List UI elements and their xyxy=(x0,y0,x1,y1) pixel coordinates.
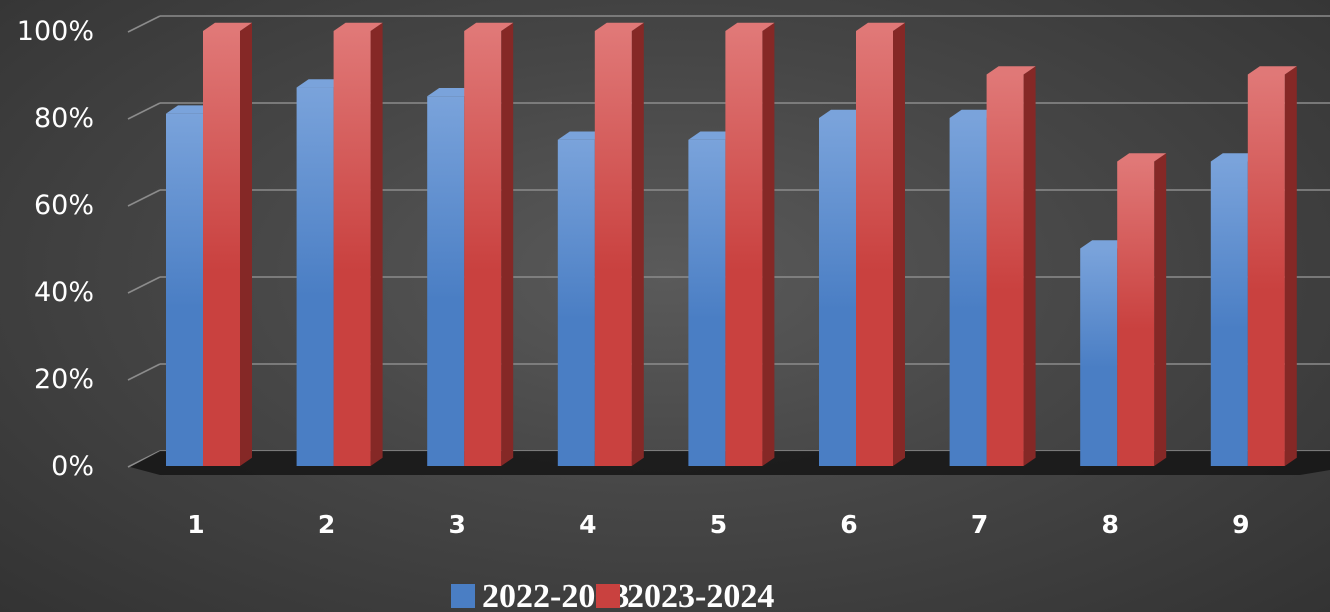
x-tick-label: 9 xyxy=(1232,510,1249,539)
bar-front xyxy=(296,87,334,467)
y-tick-label: 80% xyxy=(34,103,94,134)
bar-front xyxy=(333,31,371,466)
bar-top xyxy=(333,22,383,31)
bar-side xyxy=(501,22,514,466)
y-tick-label: 40% xyxy=(34,277,94,308)
bar-side xyxy=(762,22,775,466)
gridline-depth xyxy=(127,189,161,207)
bar-top xyxy=(166,105,215,114)
bar-side xyxy=(370,22,383,466)
x-tick-label: 2 xyxy=(318,510,335,539)
bar-top xyxy=(1247,66,1297,75)
x-tick-label: 7 xyxy=(971,510,988,539)
x-tick-label: 8 xyxy=(1101,510,1118,539)
bar-top xyxy=(688,131,738,140)
bar-top xyxy=(725,22,775,31)
bar-2023-2024-8 xyxy=(1117,153,1167,466)
bar-2023-2024-1 xyxy=(203,22,252,466)
bar-top xyxy=(427,88,477,97)
bar-front xyxy=(166,113,203,467)
bar-top xyxy=(464,22,514,31)
bars xyxy=(166,22,1297,467)
bar-front xyxy=(1210,161,1248,466)
bar-front xyxy=(557,139,595,466)
y-tick-label: 0% xyxy=(51,451,94,482)
bar-top xyxy=(1117,153,1167,162)
legend-swatch xyxy=(596,584,620,608)
bar-2023-2024-3 xyxy=(464,22,514,466)
x-tick-label: 5 xyxy=(710,510,727,539)
axis-labels: 0% 20% 40% 60% 80% 100% 1 2 3 4 5 6 7 8 9 xyxy=(17,16,1250,539)
bar-2023-2024-6 xyxy=(856,22,905,466)
bar-front xyxy=(688,139,726,466)
bar-2023-2024-9 xyxy=(1247,66,1297,466)
bar-front xyxy=(203,31,240,466)
gridline-depth xyxy=(127,15,161,33)
bar-side xyxy=(1284,66,1297,466)
bar-top xyxy=(856,22,905,31)
x-tick-label: 1 xyxy=(187,510,204,539)
gridline-depth xyxy=(127,450,161,468)
x-tick-label: 4 xyxy=(579,510,596,539)
bar-front xyxy=(1247,74,1285,466)
legend-label: 2023-2024 xyxy=(627,578,774,612)
bar-side xyxy=(240,22,252,466)
gridline-depth xyxy=(127,276,161,294)
bar-front xyxy=(986,74,1024,466)
bar-front xyxy=(856,31,893,466)
bar-top xyxy=(557,131,607,140)
bar-front xyxy=(1080,248,1118,466)
bar-top xyxy=(819,109,868,118)
bar-top xyxy=(949,109,999,118)
bar-side xyxy=(893,22,905,466)
bar-side xyxy=(631,22,644,466)
bar-top xyxy=(986,66,1036,75)
bar-front xyxy=(464,31,502,466)
bar-side xyxy=(1154,153,1167,466)
y-tick-label: 100% xyxy=(17,16,94,47)
bar-front xyxy=(427,96,465,466)
y-tick-label: 20% xyxy=(34,364,94,395)
bar-top xyxy=(594,22,644,31)
bar-front xyxy=(819,118,856,466)
bar-top xyxy=(1210,153,1260,162)
bar-top xyxy=(203,22,252,31)
bar-top xyxy=(1080,240,1130,249)
gridline-depth xyxy=(127,363,161,381)
bar-top xyxy=(296,79,346,88)
legend-swatch xyxy=(451,584,475,608)
x-tick-label: 6 xyxy=(840,510,857,539)
bar-front xyxy=(949,118,987,466)
bar-2023-2024-2 xyxy=(333,22,383,466)
bar-2023-2024-4 xyxy=(594,22,644,466)
y-tick-label: 60% xyxy=(34,190,94,221)
bar-front xyxy=(594,31,632,466)
bar-front xyxy=(725,31,763,466)
bar-front xyxy=(1117,161,1155,466)
bar-2023-2024-5 xyxy=(725,22,775,466)
x-tick-label: 3 xyxy=(448,510,465,539)
bar-2023-2024-7 xyxy=(986,66,1036,466)
bar-side xyxy=(1023,66,1036,466)
gridline-depth xyxy=(127,102,161,120)
